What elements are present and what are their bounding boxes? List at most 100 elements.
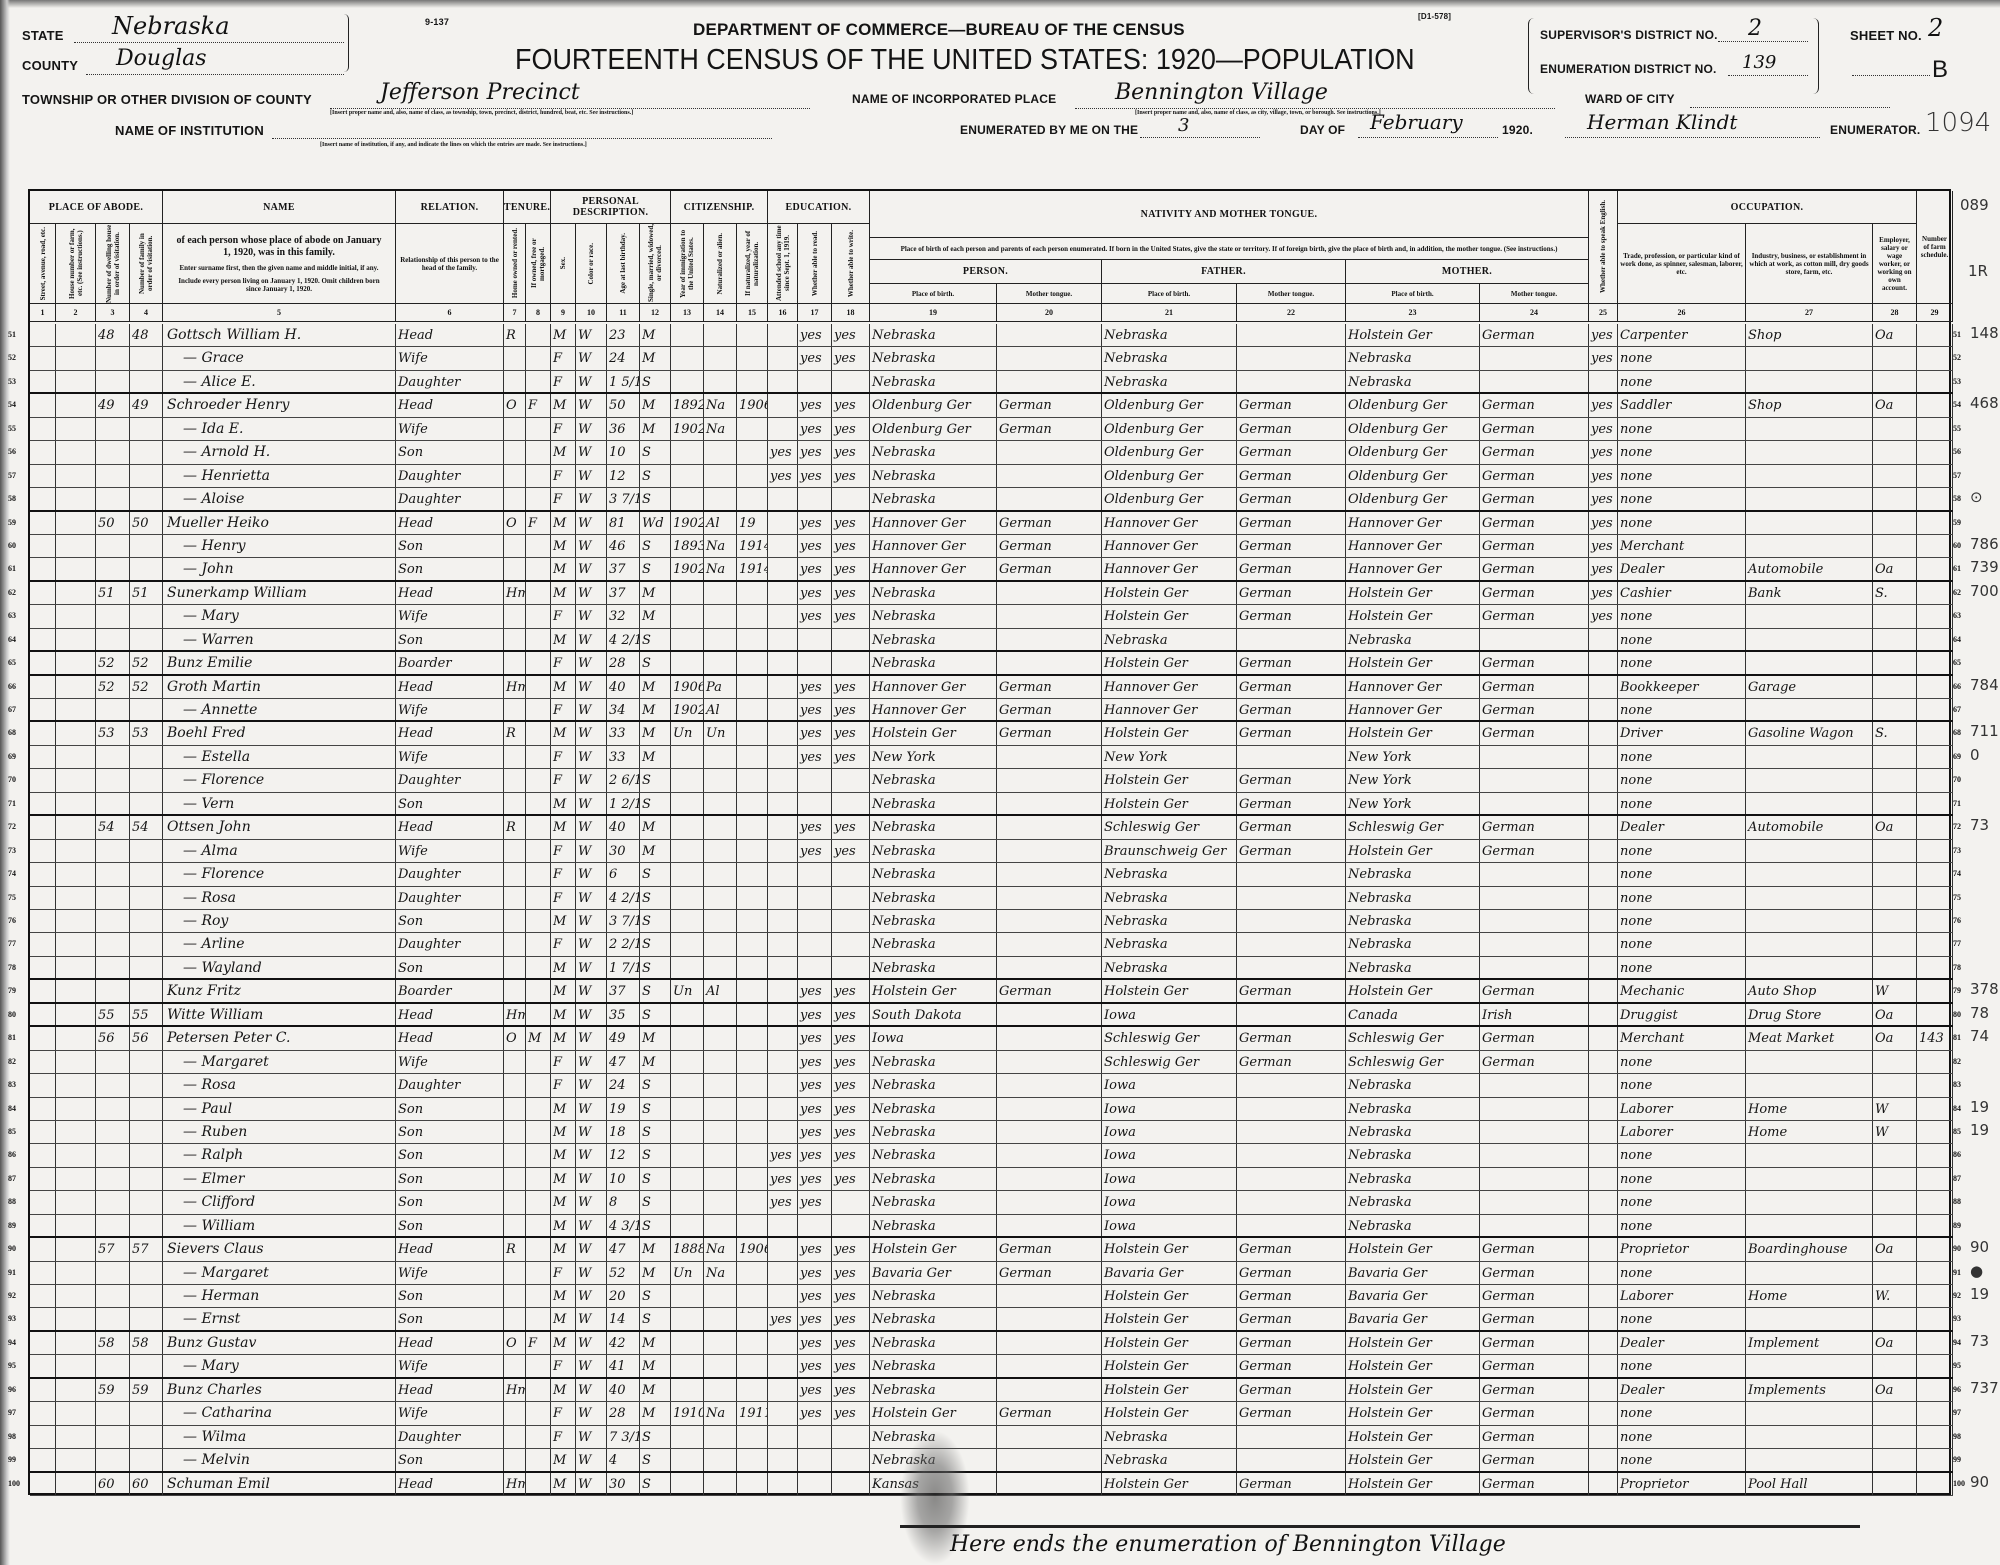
cell-col-9: M: [551, 792, 576, 815]
cell-col-3: [96, 1449, 130, 1471]
cell-col-15: 1906: [737, 1238, 768, 1261]
line-number-right: 76: [1953, 916, 1961, 925]
cell-col-29: [1917, 1331, 1953, 1355]
cell-col-10: W: [576, 886, 607, 909]
cell-col-15: [737, 324, 768, 347]
cell-col-4: 48: [130, 324, 163, 347]
cell-col-12: S: [640, 1449, 671, 1471]
cell-col-11: 4 2/12: [607, 628, 640, 651]
cell-col-10: W: [576, 511, 607, 534]
cell-col-29: [1917, 534, 1953, 558]
cell-col-14: [704, 956, 737, 979]
cell-col-2: [56, 488, 96, 510]
cell-col-26: none: [1618, 347, 1746, 370]
cell-col-14: [704, 581, 737, 605]
cell-col-3: [96, 792, 130, 815]
header-mother-tongue: Mother tongue.: [1480, 284, 1589, 304]
cell-col-11: 24: [607, 347, 640, 370]
cell-col-12: M: [640, 722, 671, 745]
cell-col-13: [671, 441, 704, 464]
township-field: Jefferson Precinct: [330, 80, 810, 109]
cell-col-28: [1873, 628, 1917, 651]
header-col-12-text: Single, married, widowed, or divorced.: [647, 224, 663, 303]
cell-col-25: [1589, 1003, 1618, 1026]
enumerator-name: Herman Klindt: [1587, 110, 1738, 134]
cell-col-26: Cashier: [1618, 581, 1746, 605]
cell-col-23: Bavaria Ger: [1346, 1261, 1480, 1285]
cell-col-2: [56, 699, 96, 721]
cell-col-14: [704, 863, 737, 886]
cell-col-25: yes: [1589, 394, 1618, 417]
cell-col-12: S: [640, 1097, 671, 1120]
cell-col-8: [526, 980, 551, 1002]
margin-note: 378: [1970, 980, 1999, 999]
cell-col-15: [737, 581, 768, 605]
cell-col-26: none: [1618, 1167, 1746, 1191]
cell-col-26: none: [1618, 652, 1746, 674]
cell-col-3: 57: [96, 1238, 130, 1261]
line-number-left: 72: [8, 822, 16, 832]
cell-col-8: [526, 1261, 551, 1285]
cell-col-5: — Ralph: [163, 1144, 396, 1167]
cell-col-3: [96, 699, 130, 721]
line-number-right: 71: [1953, 798, 1961, 808]
cell-col-23: Oldenburg Ger: [1346, 417, 1480, 441]
cell-col-25: yes: [1589, 488, 1618, 510]
cell-col-28: Oa: [1873, 394, 1917, 417]
cell-col-12: M: [640, 1261, 671, 1285]
cell-col-16: [768, 1238, 798, 1261]
cell-col-2: [56, 394, 96, 417]
cell-col-14: [704, 324, 737, 347]
cell-col-9: F: [551, 1074, 576, 1097]
cell-col-9: M: [551, 581, 576, 605]
cell-col-14: Pa: [704, 675, 737, 699]
cell-col-4: [130, 980, 163, 1002]
cell-col-4: [130, 839, 163, 863]
cell-col-20: [997, 1425, 1102, 1449]
cell-col-8: [526, 347, 551, 370]
cell-col-17: [798, 910, 832, 933]
cell-col-11: 20: [607, 1285, 640, 1308]
cell-col-3: [96, 1144, 130, 1167]
cell-col-28: [1873, 441, 1917, 464]
cell-col-23: Oldenburg Ger: [1346, 464, 1480, 488]
cell-col-23: New York: [1346, 769, 1480, 792]
line-number-right: 65: [1953, 658, 1961, 668]
cell-col-25: [1589, 1472, 1618, 1495]
cell-col-12: S: [640, 886, 671, 909]
cell-col-3: [96, 1167, 130, 1191]
cell-col-12: S: [640, 628, 671, 651]
cell-col-20: German: [997, 394, 1102, 417]
line-number-right: 52: [1953, 353, 1961, 363]
cell-col-11: 81: [607, 511, 640, 534]
cell-col-10: W: [576, 1050, 607, 1074]
cell-col-6: Daughter: [396, 1425, 504, 1449]
header-col-14-text: Naturalized or alien.: [716, 232, 724, 295]
cell-col-20: [997, 1378, 1102, 1402]
cell-col-21: Holstein Ger: [1102, 980, 1237, 1002]
cell-col-10: W: [576, 956, 607, 979]
cell-col-22: [1237, 1167, 1346, 1191]
cell-col-5: — Wayland: [163, 956, 396, 979]
cell-col-18: yes: [832, 1097, 870, 1120]
cell-col-16: [768, 1355, 798, 1377]
cell-col-9: F: [551, 1402, 576, 1425]
header-col-9: Sex.: [551, 224, 576, 304]
cell-col-15: [737, 1425, 768, 1449]
cell-col-3: 58: [96, 1331, 130, 1355]
cell-col-24: German: [1480, 1425, 1589, 1449]
cell-col-6: Head: [396, 1238, 504, 1261]
cell-col-20: [997, 1003, 1102, 1026]
cell-col-1: [30, 1191, 56, 1214]
cell-col-7: [504, 699, 526, 721]
cell-col-12: M: [640, 1402, 671, 1425]
cell-col-6: Head: [396, 675, 504, 699]
cell-col-5: — Arline: [163, 933, 396, 956]
cell-col-6: Daughter: [396, 370, 504, 393]
cell-col-21: Oldenburg Ger: [1102, 464, 1237, 488]
line-number-right: 94: [1953, 1337, 1961, 1347]
cell-col-16: [768, 1214, 798, 1237]
line-number-right: 92: [1953, 1291, 1961, 1301]
cell-col-27: [1746, 1308, 1873, 1330]
